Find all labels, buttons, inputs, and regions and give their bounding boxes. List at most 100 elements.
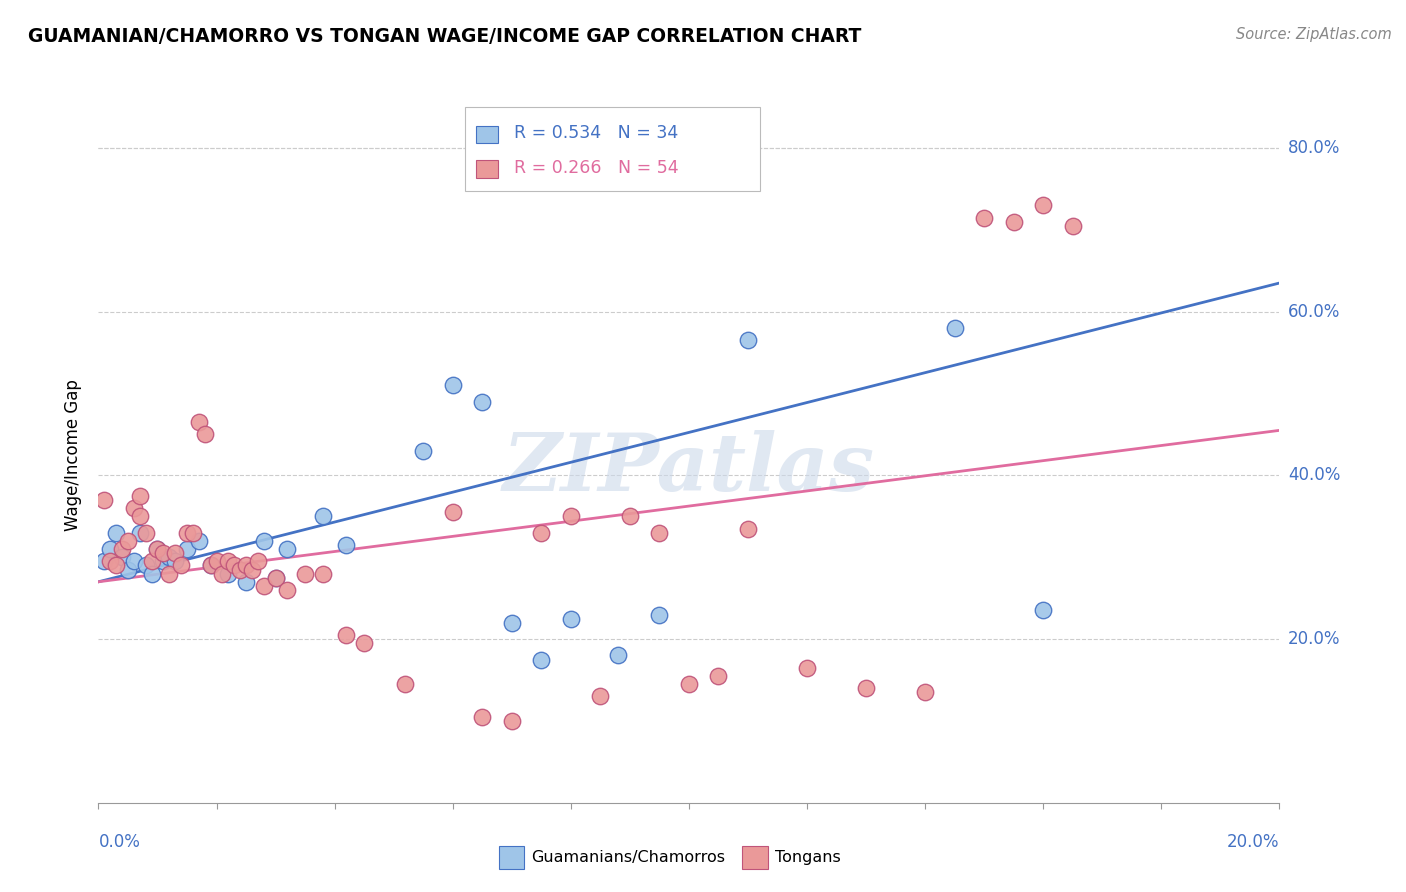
Point [217, 566, 239, 581]
Text: ZIPatlas: ZIPatlas [503, 430, 875, 508]
Point [165, 546, 187, 560]
FancyBboxPatch shape [477, 161, 498, 178]
Text: Tongans: Tongans [775, 850, 841, 864]
Point [471, 710, 494, 724]
Point [128, 525, 150, 540]
Point [855, 681, 877, 696]
Point [560, 509, 582, 524]
Point [394, 677, 416, 691]
Text: R = 0.534   N = 34: R = 0.534 N = 34 [515, 125, 679, 143]
Point [211, 566, 233, 581]
Text: 20.0%: 20.0% [1288, 630, 1340, 648]
Text: 40.0%: 40.0% [1288, 467, 1340, 484]
Point [181, 525, 204, 540]
FancyBboxPatch shape [477, 126, 498, 144]
Point [165, 554, 187, 568]
Point [146, 542, 169, 557]
Point [335, 628, 357, 642]
Text: 60.0%: 60.0% [1288, 302, 1340, 321]
Point [607, 648, 630, 663]
Point [141, 554, 163, 568]
Point [98, 542, 121, 557]
Point [501, 714, 523, 728]
Point [194, 427, 217, 442]
Point [146, 542, 169, 557]
Text: 20.0%: 20.0% [1227, 833, 1279, 851]
Point [111, 542, 134, 557]
Point [176, 542, 198, 557]
Point [253, 533, 276, 548]
Point [135, 558, 157, 573]
Point [235, 558, 257, 573]
Point [217, 554, 239, 568]
Point [1062, 219, 1084, 233]
Point [796, 661, 818, 675]
Point [1032, 603, 1054, 617]
Point [157, 566, 180, 581]
Text: 80.0%: 80.0% [1288, 139, 1340, 157]
Point [117, 562, 139, 576]
Point [737, 334, 759, 348]
Text: GUAMANIAN/CHAMORRO VS TONGAN WAGE/INCOME GAP CORRELATION CHART: GUAMANIAN/CHAMORRO VS TONGAN WAGE/INCOME… [28, 27, 862, 45]
Point [560, 612, 582, 626]
Point [501, 615, 523, 630]
Point [294, 566, 316, 581]
Point [176, 525, 198, 540]
Point [335, 538, 357, 552]
Point [205, 554, 228, 568]
Point [170, 558, 193, 573]
Point [530, 652, 553, 666]
Point [276, 582, 298, 597]
Point [441, 378, 464, 392]
Point [200, 558, 222, 573]
Point [678, 677, 700, 691]
Point [1002, 214, 1025, 228]
Point [648, 607, 671, 622]
Point [224, 558, 246, 573]
Point [105, 525, 128, 540]
Point [152, 554, 174, 568]
Text: 0.0%: 0.0% [98, 833, 141, 851]
Point [187, 533, 209, 548]
Point [471, 394, 494, 409]
Point [619, 509, 641, 524]
FancyBboxPatch shape [464, 107, 759, 191]
Point [93, 492, 115, 507]
Point [973, 211, 995, 225]
Text: Guamanians/Chamorros: Guamanians/Chamorros [531, 850, 725, 864]
Point [312, 509, 335, 524]
Point [914, 685, 936, 699]
Point [530, 525, 553, 540]
Point [157, 550, 180, 565]
Point [152, 546, 174, 560]
Point [312, 566, 335, 581]
Point [117, 533, 139, 548]
Point [105, 558, 128, 573]
Point [240, 562, 263, 576]
Point [135, 525, 157, 540]
Point [111, 550, 134, 565]
Point [93, 554, 115, 568]
Point [276, 542, 298, 557]
Point [441, 505, 464, 519]
Y-axis label: Wage/Income Gap: Wage/Income Gap [65, 379, 83, 531]
Point [943, 321, 966, 335]
Text: R = 0.266   N = 54: R = 0.266 N = 54 [515, 160, 679, 178]
Point [235, 574, 257, 589]
Point [737, 522, 759, 536]
Point [648, 525, 671, 540]
Point [412, 443, 434, 458]
Point [141, 566, 163, 581]
Point [122, 554, 145, 568]
Point [200, 558, 222, 573]
Point [187, 415, 209, 429]
Point [122, 501, 145, 516]
Text: Source: ZipAtlas.com: Source: ZipAtlas.com [1236, 27, 1392, 42]
Point [589, 690, 612, 704]
Point [353, 636, 375, 650]
Point [264, 571, 287, 585]
Point [128, 509, 150, 524]
Point [253, 579, 276, 593]
Point [1032, 198, 1054, 212]
Point [264, 571, 287, 585]
